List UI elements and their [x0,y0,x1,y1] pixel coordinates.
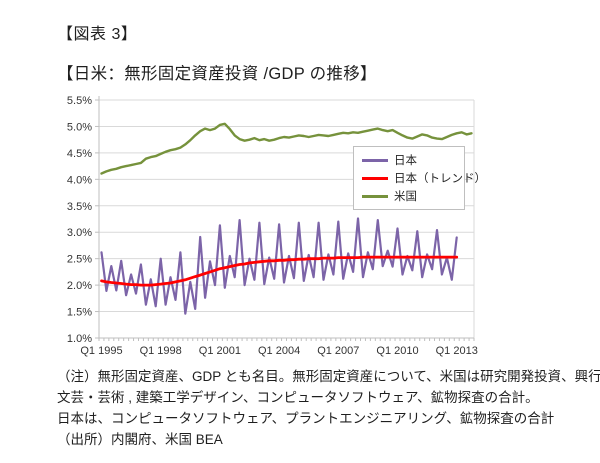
legend-item-japan-trend: 日本（トレンド） [362,170,486,186]
y-tick-label: 1.5% [67,307,92,319]
japan-trend-line [100,255,459,287]
x-tick-label: Q1 1998 [140,345,182,357]
us-line-swatch [362,194,388,198]
x-tick-label: Q1 1995 [80,345,122,357]
y-tick-label: 2.5% [67,254,92,266]
japan-line-swatch [362,158,388,162]
x-tick-label: Q1 2007 [317,345,359,357]
legend-label-us: 米国 [394,191,417,203]
x-tick-label: Q1 2010 [376,345,418,357]
figure-label: 【図表 3】 [57,26,138,43]
note-line-2: 文芸・芸術 , 建築工学デザイン、コンピュータソフトウェア、鉱物探査の合計。 [57,390,539,405]
note-line-3: 日本は、コンピュータソフトウェア、プラントエンジニアリング、鉱物探査の合計 [57,411,555,426]
y-tick-label: 4.0% [67,174,92,186]
y-tick-label: 2.0% [67,280,92,292]
y-tick-label: 5.5% [67,95,92,107]
legend-label-japan-trend: 日本（トレンド） [394,173,486,185]
legend-item-japan: 日本 [362,152,458,168]
x-tick-label: Q1 2013 [436,345,478,357]
note-line-1: （注）無形固定資産、GDP とも名目。無形固定資産について、米国は研究開発投資、… [57,369,600,384]
page-title: 【日米：無形固定資産投資 /GDP の推移】 [57,65,377,83]
japan-trend-line-swatch [362,176,388,180]
y-tick-label: 3.5% [67,201,92,213]
y-tick-label: 4.5% [67,148,92,160]
us-line [100,122,473,175]
legend-label-japan: 日本 [394,155,417,167]
chart-legend: 日本 日本（トレンド） 米国 [353,146,486,210]
x-tick-label: Q1 2004 [258,345,300,357]
y-tick-label: 5.0% [67,121,92,133]
x-tick-label: Q1 2001 [199,345,241,357]
footnotes: （注）無形固定資産、GDP とも名目。無形固定資産について、米国は研究開発投資、… [57,366,600,450]
legend-item-us: 米国 [362,188,458,204]
note-line-4: （出所）内閣府、米国 BEA [57,432,223,447]
y-tick-label: 1.0% [67,333,92,345]
y-tick-label: 3.0% [67,227,92,239]
japan-line [100,217,458,315]
